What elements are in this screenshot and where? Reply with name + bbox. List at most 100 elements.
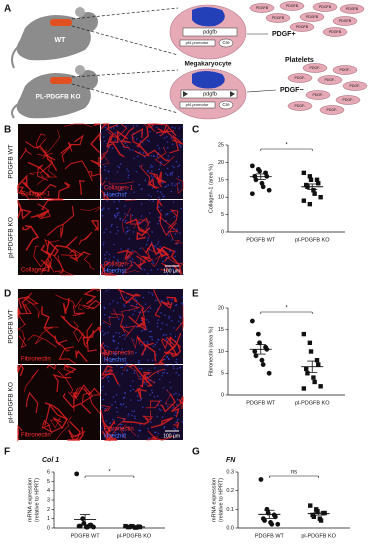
- nucleus: [119, 217, 121, 220]
- fiber: [59, 315, 87, 339]
- fiber: [135, 305, 151, 323]
- nucleus: [104, 165, 106, 168]
- nucleus: [173, 327, 175, 329]
- significance-label: *: [285, 143, 288, 149]
- fiber: [122, 207, 131, 233]
- platelet-label: PDGFB: [339, 19, 352, 23]
- nucleus: [161, 253, 164, 255]
- nucleus: [165, 213, 167, 216]
- nucleus: [102, 243, 105, 246]
- nucleus: [118, 166, 121, 169]
- nucleus: [151, 359, 154, 362]
- nucleus: [101, 330, 104, 332]
- fiber: [167, 209, 179, 229]
- nucleus: [159, 164, 162, 166]
- nucleus: [109, 231, 112, 233]
- nucleus: [167, 158, 169, 160]
- nucleus: [136, 155, 139, 158]
- nucleus: [117, 428, 119, 430]
- stain-label: Fibronectin: [21, 357, 51, 363]
- nucleus: [121, 348, 124, 350]
- nucleus: [158, 378, 161, 381]
- fiber: [46, 364, 57, 370]
- platelet: [319, 105, 345, 115]
- fiber: [41, 419, 53, 434]
- gene-label: pdgfb: [203, 29, 217, 35]
- nucleus: [176, 228, 178, 231]
- nucleus: [177, 418, 179, 421]
- platelet-label: PDGFB: [306, 15, 319, 19]
- nucleus: [176, 398, 179, 401]
- nucleus: [150, 195, 153, 198]
- nucleus: [148, 437, 150, 439]
- fiber: [25, 141, 56, 161]
- data-point: [307, 201, 313, 207]
- fiber: [57, 370, 80, 394]
- nucleus: [116, 364, 118, 367]
- nucleus: [170, 319, 173, 322]
- nucleus: [168, 315, 171, 318]
- fiber: [170, 250, 183, 275]
- nucleus: [162, 334, 165, 336]
- nucleus: [113, 352, 115, 355]
- fiber: [23, 301, 41, 319]
- nucleus: [173, 166, 175, 169]
- fiber: [78, 303, 95, 311]
- fiber: [17, 428, 20, 442]
- nucleus: [125, 192, 128, 194]
- y-tick-label: 5: [47, 479, 50, 485]
- nucleus: [157, 243, 159, 245]
- fiber: [154, 146, 175, 167]
- nucleus: [165, 220, 167, 222]
- nucleus: [171, 298, 173, 301]
- nucleus: [154, 343, 157, 346]
- data-point: [314, 358, 320, 363]
- nucleus: [166, 141, 169, 143]
- nucleus: [163, 364, 166, 366]
- fiber: [149, 435, 175, 441]
- nucleus: [127, 247, 130, 250]
- panel-letter: C: [192, 125, 199, 136]
- nucleus: [131, 258, 134, 260]
- platelet: [289, 22, 315, 32]
- nucleus: [102, 207, 105, 210]
- counterstain-label: Hoechst: [104, 358, 126, 364]
- nucleus: [127, 415, 129, 417]
- fiber: [18, 335, 27, 349]
- nucleus: [119, 403, 122, 405]
- nucleus: [129, 384, 132, 387]
- nucleus: [119, 335, 121, 338]
- nucleus: [172, 406, 174, 409]
- y-axis-label: mRNA expression: [211, 478, 217, 522]
- nucleus: [174, 255, 176, 258]
- nucleus: [103, 306, 106, 309]
- nucleus: [157, 222, 159, 225]
- nucleus: [141, 344, 143, 346]
- platelet: [322, 27, 348, 37]
- x-tick-label: PDGFB WT: [255, 533, 285, 539]
- fiber: [67, 427, 84, 441]
- fiber: [17, 363, 24, 377]
- nucleus: [175, 160, 178, 163]
- nucleus: [139, 424, 141, 426]
- nucleus: [156, 415, 159, 418]
- cre-label: Cre: [222, 40, 230, 45]
- nucleus: [171, 268, 174, 271]
- nucleus: [116, 214, 119, 217]
- nucleus: [118, 200, 120, 202]
- nucleus: [133, 309, 136, 312]
- data-point: [308, 349, 314, 354]
- nucleus: [155, 247, 158, 249]
- nucleus: [103, 231, 106, 234]
- fiber: [61, 270, 74, 276]
- stain-label: Fibronectin: [21, 433, 51, 439]
- nucleus: [173, 414, 176, 417]
- fiber: [101, 364, 120, 385]
- nucleus: [173, 432, 176, 435]
- nucleus: [173, 184, 176, 187]
- fiber: [36, 163, 58, 185]
- nucleus: [133, 157, 135, 160]
- nucleus: [156, 395, 159, 397]
- nucleus: [129, 149, 131, 151]
- nucleus: [110, 225, 113, 227]
